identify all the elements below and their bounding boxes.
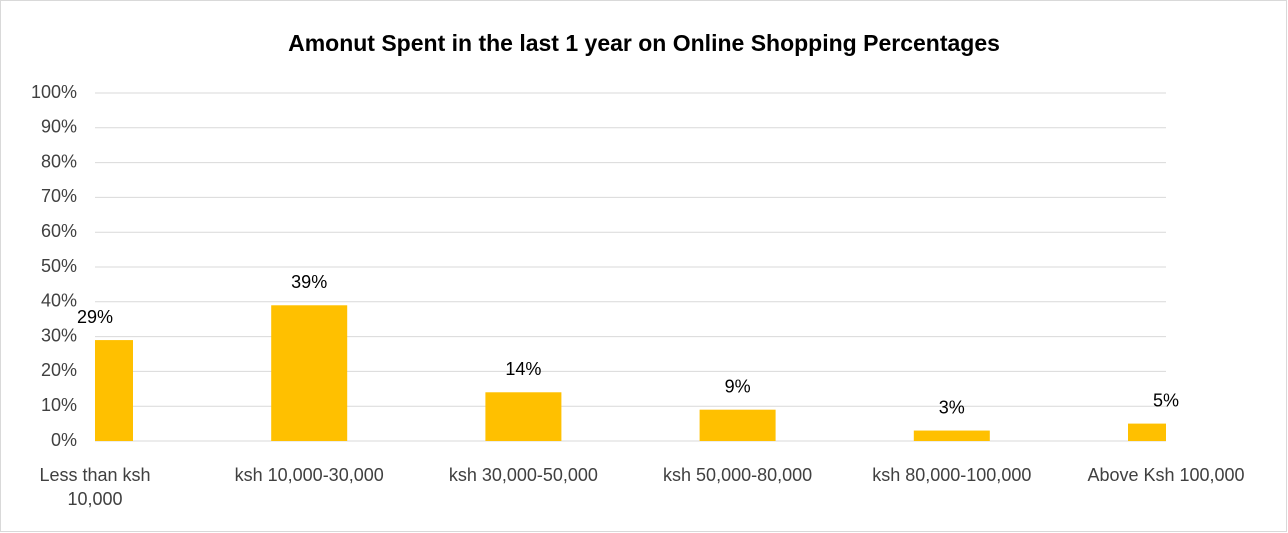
y-tick-label: 80% — [41, 151, 77, 171]
data-label: 3% — [939, 397, 965, 417]
y-tick-label: 0% — [51, 430, 77, 450]
y-tick-label: 40% — [41, 291, 77, 311]
bar — [485, 392, 562, 441]
data-label: 29% — [77, 307, 113, 327]
x-tick-label: ksh 10,000-30,000 — [234, 465, 384, 485]
bars — [95, 305, 1166, 441]
bar — [271, 305, 348, 441]
x-tick-label: Less than ksh 10,000 — [39, 465, 151, 509]
x-tick-label: Above Ksh 100,000 — [1087, 465, 1245, 485]
data-label: 9% — [725, 376, 751, 396]
bar — [95, 340, 133, 441]
y-tick-label: 70% — [41, 186, 77, 206]
y-tick-label: 30% — [41, 325, 77, 345]
bar — [1128, 423, 1166, 441]
y-tick-label: 60% — [41, 221, 77, 241]
data-label: 5% — [1153, 390, 1179, 410]
bar — [699, 409, 776, 441]
y-tick-label: 20% — [41, 360, 77, 380]
x-tick-label: ksh 30,000-50,000 — [448, 465, 598, 485]
y-tick-label: 50% — [41, 256, 77, 276]
chart-title: Amonut Spent in the last 1 year on Onlin… — [288, 30, 1000, 56]
data-label: 39% — [291, 272, 327, 292]
y-tick-label: 10% — [41, 395, 77, 415]
x-tick-label: ksh 80,000-100,000 — [872, 465, 1032, 485]
y-tick-label: 90% — [41, 117, 77, 137]
data-label: 14% — [505, 359, 541, 379]
bar — [913, 430, 990, 441]
x-tick-label: ksh 50,000-80,000 — [663, 465, 813, 485]
y-tick-label: 100% — [31, 82, 77, 102]
